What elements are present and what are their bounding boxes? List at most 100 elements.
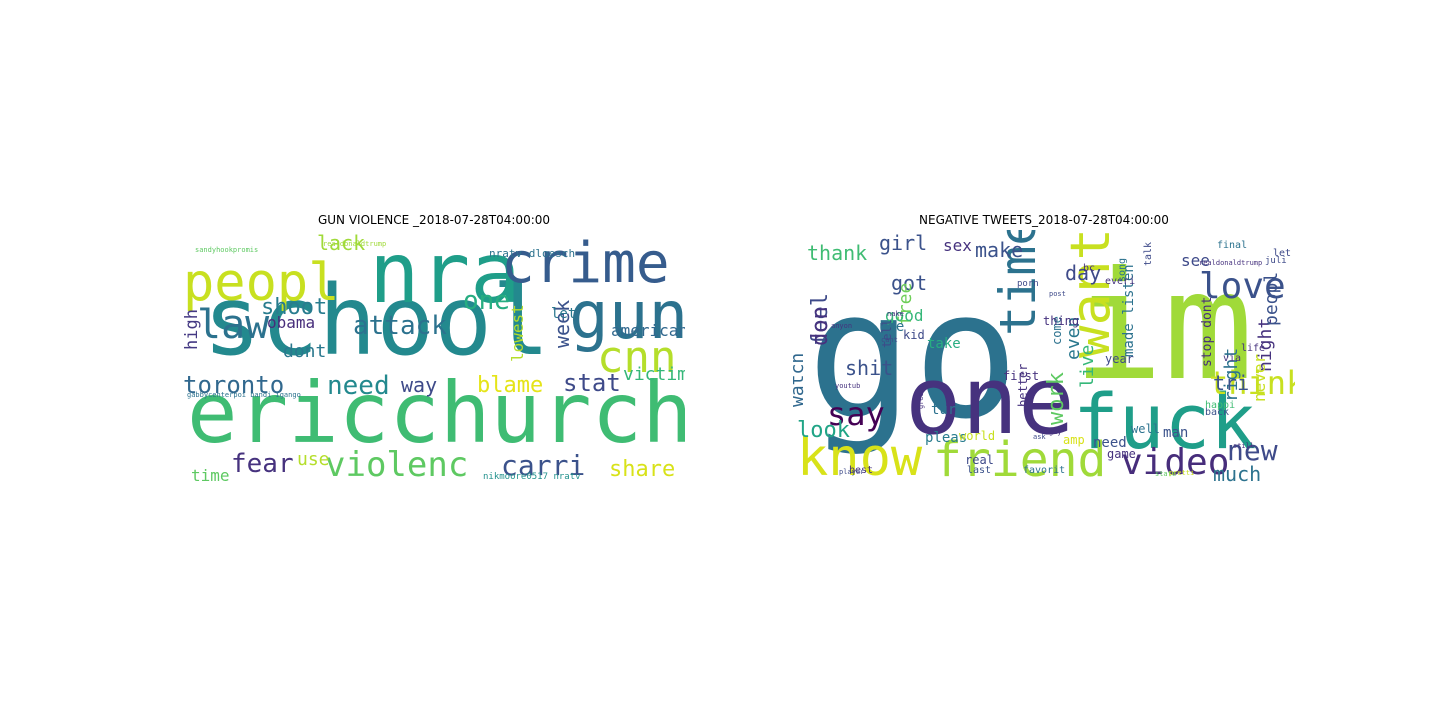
cloud-word: dont [283,341,326,362]
cloud-word: let [1273,248,1291,259]
cloud-word: one [463,286,510,316]
cloud-word: shoot [261,295,327,320]
cloud-word: nratv dloesch [489,247,575,260]
cloud-word: ask [1033,433,1046,441]
cloud-word: youtub [835,382,860,390]
cloud-word: blame [477,373,543,398]
cloud-word: law [197,302,270,348]
cloud-word: time [191,466,230,483]
cloud-word: tell [880,319,894,348]
cloud-word: right [1221,348,1242,402]
cloud-word: song [1117,258,1128,282]
cloud-word: think [1209,364,1295,402]
cloud-word: well [1131,422,1160,436]
cloud-word: real [965,453,994,467]
cloud-word: attack [353,311,447,341]
cloud-word: see [1181,251,1210,270]
cloud-word: don [808,306,833,346]
cloud-word: use [297,449,330,470]
cloud-word: time [989,230,1047,336]
cloud-word: world [959,429,995,443]
cloud-word: peopl [1261,272,1282,326]
cloud-word: got [891,271,927,295]
cloud-word: thank [807,241,867,265]
cloud-word: toronto [183,371,284,399]
cloud-word: made listen [1121,264,1137,357]
cloud-word: porn [1017,279,1039,289]
word-cloud-canvas: schoolericchurchnracrimegunpeopllawcnnvi… [183,230,685,483]
cloud-word: player [839,468,864,476]
cloud-word: want [1059,230,1122,358]
cloud-word: stop dont [1200,297,1215,367]
cloud-word: state [1155,470,1176,478]
cloud-word: man [1163,425,1188,441]
cloud-word: nikmoore0517 nratv [483,472,581,482]
cloud-word: peopl [183,253,340,313]
cloud-word: everi [1105,276,1135,287]
cloud-word: good [885,306,924,325]
cloud-word: need [327,371,390,401]
word-cloud-negative-tweets: go im one fuck know friend time want video love th… [793,230,1295,483]
cloud-word: thing [1043,314,1079,328]
cloud-word: lowest [508,304,527,362]
cloud-word: fear [231,449,294,479]
cloud-word: make [975,238,1023,262]
cloud-word: post [1049,290,1066,298]
cloud-word: great [917,388,925,409]
cloud-word: come [1050,316,1064,345]
cloud-word: favorit [1023,465,1065,476]
cloud-word: sex [943,236,972,255]
cloud-word: crime [501,231,670,296]
cloud-word: amp [1063,433,1085,447]
cloud-word: ericchurch [187,364,685,462]
cloud-word: school [203,265,550,377]
cloud-word: week [550,300,574,348]
cloud-word: go [807,253,1019,458]
cloud-word: pleas [925,430,967,446]
cloud-word: take [927,336,961,352]
cloud-word: realdonaldtrump [1199,259,1262,267]
cloud-word: kid [903,328,925,342]
cloud-word: night [1255,318,1276,372]
cloud-word: shit [845,356,893,380]
cloud-word: need [1093,435,1127,451]
cloud-word: carri [501,449,585,482]
cloud-word: victim [623,364,685,385]
cloud-word: im [1073,240,1254,414]
cloud-word: violenc [325,445,468,483]
cloud-word: fuck [1073,377,1256,466]
cloud-word: one [905,347,1075,456]
cloud-word: gabbycenterpoi bandi igango [187,391,301,399]
cloud-word: first [1003,369,1039,383]
cloud-word: gun [569,277,685,354]
cloud-word: final [1217,240,1247,251]
cloud-word: way [401,373,437,397]
cloud-word: nra [369,230,521,322]
cloud-word: let [551,306,576,322]
cloud-word: day [1065,261,1101,285]
cloud-word: best [849,465,873,476]
cloud-word: happi [1205,400,1235,411]
cloud-word: free [895,283,916,326]
cloud-word: high [183,309,202,350]
cloud-word: share [609,457,675,482]
cloud-word: know [797,428,923,483]
cloud-word: lack [317,231,365,255]
cloud-word: life [1241,343,1265,354]
cloud-word: guy [1049,428,1062,436]
cloud-word: love [1199,266,1286,307]
cloud-word: work [1044,372,1069,425]
cloud-word: live [1077,345,1098,388]
cloud-word: last [967,465,991,476]
cloud-word: talk [1143,242,1154,266]
cloud-word: american [611,321,685,340]
cloud-word: nake [887,310,904,318]
cloud-word: obama [267,313,315,332]
cloud-word: back [1205,407,1229,418]
cloud-word: cnn [597,332,676,383]
cloud-word: stat [563,369,621,397]
panel-title-negative-tweets: NEGATIVE TWEETS_2018-07-28T04:00:00 [919,213,1169,227]
cloud-word: still [1233,442,1254,450]
cloud-word: look [797,418,850,443]
